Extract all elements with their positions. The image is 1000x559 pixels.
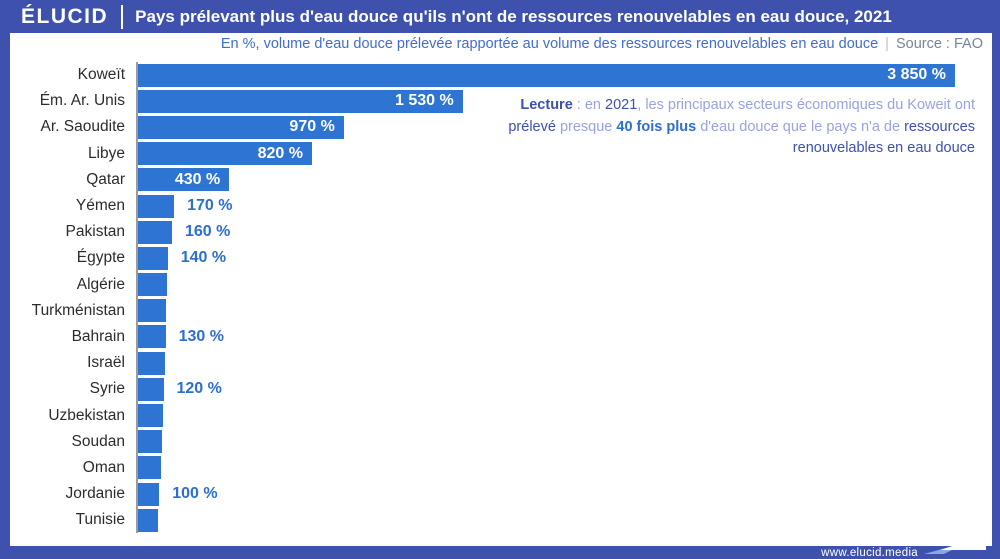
bar-value-label: 120 % — [176, 380, 222, 398]
footer-link[interactable]: www.elucid.media — [821, 547, 918, 559]
reading-note-segment: 2021 — [605, 97, 638, 113]
bar — [138, 273, 168, 297]
bar — [138, 482, 160, 506]
bar — [138, 456, 162, 480]
country-label: Soudan — [71, 432, 125, 450]
country-label: Ar. Saoudite — [40, 118, 125, 136]
bar — [138, 430, 162, 454]
chart-row: Qatar 430 % — [10, 167, 982, 193]
chart-row: Algérie — [10, 272, 982, 298]
y-axis-line — [136, 62, 138, 533]
frame-left-border — [0, 33, 10, 546]
bar-chart: Koweït 3 850 % Ém. Ar. Unis 1 530 % Ar. Saou… — [10, 62, 982, 534]
chart-row: Égypte 140 % — [10, 245, 982, 271]
reading-note-segment: Lecture — [520, 97, 573, 113]
subtitle-divider: | — [885, 36, 889, 52]
chart-row: Ar. Saoudite 970 % — [10, 114, 982, 140]
country-label: Tunisie — [75, 511, 125, 529]
country-label: Libye — [87, 144, 125, 162]
bar — [138, 246, 168, 270]
chart-row: Soudan — [10, 429, 982, 455]
bar — [138, 299, 167, 323]
bar — [138, 325, 166, 349]
chart-row: Oman — [10, 455, 982, 481]
bar: 1 530 % — [138, 89, 463, 113]
chart-row: Turkménistan — [10, 298, 982, 324]
page-title: Pays prélevant plus d'eau douce qu'ils n… — [135, 7, 892, 26]
country-label: Bahrain — [71, 327, 125, 345]
chart-row: Uzbekistan — [10, 402, 982, 428]
reading-note-segment: 40 fois plus — [616, 118, 697, 135]
bar: 430 % — [138, 168, 230, 192]
footer-band — [0, 546, 1000, 559]
country-label: Turkménistan — [31, 301, 125, 319]
bar — [138, 220, 172, 244]
chart-row: Syrie 120 % — [10, 376, 982, 402]
bar-value-label: 130 % — [178, 327, 224, 345]
header-band: ÉLUCID Pays prélevant plus d'eau douce q… — [0, 0, 1000, 33]
bar — [138, 508, 159, 532]
chart-row: Ém. Ar. Unis 1 530 % — [10, 88, 982, 114]
country-label: Jordanie — [65, 485, 125, 503]
country-label: Égypte — [76, 249, 125, 267]
chart-row: Libye 820 % — [10, 141, 982, 167]
reading-note-segment: d'eau douce que le pays n'a de — [696, 118, 905, 135]
chart-row: Israël — [10, 350, 982, 376]
bar: 970 % — [138, 115, 344, 139]
bar-value-label: 100 % — [172, 485, 218, 503]
country-label: Uzbekistan — [48, 406, 125, 424]
reading-note: Lecture : en 2021, les principaux secteu… — [487, 95, 975, 160]
source-label: Source : FAO — [895, 36, 983, 52]
country-label: Yémen — [75, 197, 125, 215]
subtitle-text: En %, volume d'eau douce prélevée rappor… — [220, 36, 879, 52]
frame-right-border — [992, 33, 1000, 546]
bar — [138, 194, 175, 218]
bar-value-label: 160 % — [185, 223, 231, 241]
bar-value-label: 140 % — [180, 249, 227, 267]
country-label: Koweït — [77, 66, 125, 84]
chart-row: Yémen 170 % — [10, 193, 982, 219]
chart-row: Tunisie — [10, 507, 982, 533]
reading-note-segment: : en — [572, 97, 606, 113]
bar: 3 850 % — [138, 63, 955, 87]
country-label: Israël — [87, 354, 125, 372]
bar-value-label: 970 % — [289, 118, 335, 136]
bar — [138, 377, 164, 401]
chart-rows: Koweït 3 850 % Ém. Ar. Unis 1 530 % Ar. Saou… — [10, 62, 982, 533]
bar — [138, 351, 165, 375]
country-label: Qatar — [86, 170, 125, 188]
elucid-logo: ÉLUCID — [21, 5, 109, 28]
reading-note-segment: presque — [555, 118, 617, 135]
chart-row: Pakistan 160 % — [10, 219, 982, 245]
header-separator — [121, 4, 124, 29]
reading-note-segment: ressources renouvelables en eau douce — [792, 118, 975, 157]
bar-value-label: 430 % — [174, 170, 221, 188]
chart-row: Jordanie 100 % — [10, 481, 982, 507]
bar-value-label: 820 % — [257, 144, 303, 162]
bar — [138, 404, 163, 428]
elucid-mark-icon — [924, 535, 986, 554]
bar-value-label: 3 850 % — [887, 66, 946, 84]
reading-note-segment: , les principaux secteurs économiques du… — [637, 97, 975, 113]
country-label: Ém. Ar. Unis — [39, 92, 125, 110]
country-label: Oman — [82, 458, 125, 476]
chart-row: Bahrain 130 % — [10, 324, 982, 350]
country-label: Syrie — [89, 380, 125, 398]
country-label: Pakistan — [65, 223, 125, 241]
bar-value-label: 170 % — [187, 197, 233, 215]
bar: 820 % — [138, 142, 312, 166]
reading-note-segment: prélevé — [508, 118, 556, 135]
chart-row: Koweït 3 850 % — [10, 62, 982, 88]
country-label: Algérie — [76, 275, 125, 293]
chart-subtitle: En %, volume d'eau douce prélevée rappor… — [20, 36, 983, 52]
bar-value-label: 1 530 % — [394, 92, 454, 110]
